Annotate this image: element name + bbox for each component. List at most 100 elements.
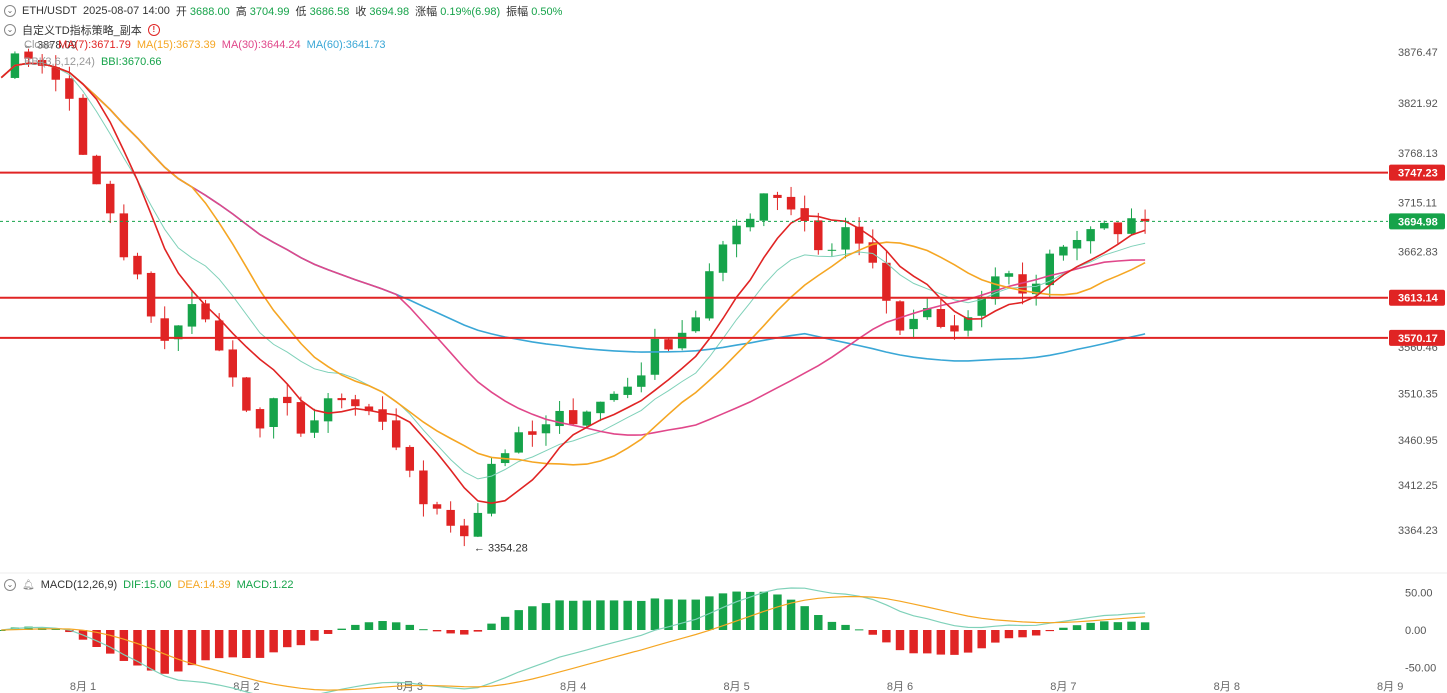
chevron-down-icon[interactable]: ⌄ (4, 5, 16, 17)
candle-body[interactable] (65, 78, 74, 99)
candle-body[interactable] (473, 512, 483, 537)
candle-body[interactable] (882, 262, 891, 301)
y-tick-label: 3412.25 (1398, 480, 1438, 492)
candle-body[interactable] (146, 272, 156, 317)
candle-body[interactable] (310, 420, 319, 433)
candle-body[interactable] (1031, 283, 1041, 295)
candle-body[interactable] (187, 304, 197, 327)
macd-y-tick-label: -50.00 (1405, 663, 1436, 675)
candle-body[interactable] (732, 225, 741, 245)
candle-body[interactable] (1113, 222, 1123, 235)
candle-body[interactable] (623, 386, 632, 395)
candle-body[interactable] (92, 155, 101, 185)
candle-body[interactable] (78, 97, 88, 155)
ma15-value: MA(15):3673.39 (136, 39, 216, 51)
candle-body[interactable] (405, 446, 415, 471)
ma15-line (0, 62, 1146, 466)
candle-body[interactable] (650, 338, 660, 375)
x-tick-label: 8月 7 (1050, 681, 1076, 693)
candle-body[interactable] (705, 271, 714, 319)
candle-body[interactable] (868, 242, 877, 263)
candle-body[interactable] (432, 504, 442, 509)
x-tick-label: 8月 8 (1214, 681, 1240, 693)
candle-body[interactable] (841, 227, 850, 250)
candle-body[interactable] (555, 410, 564, 427)
bell-icon[interactable]: 🔔︎ (22, 579, 35, 591)
candle-body[interactable] (814, 220, 823, 251)
candle-body[interactable] (391, 420, 401, 448)
candle-body[interactable] (677, 332, 687, 349)
candle-body[interactable] (1140, 218, 1150, 222)
candle-body[interactable] (1072, 239, 1082, 249)
candle-body[interactable] (228, 349, 238, 378)
candle-body[interactable] (691, 317, 700, 332)
candle-body[interactable] (351, 399, 360, 407)
candle-body[interactable] (24, 51, 33, 59)
candle-body[interactable] (487, 463, 496, 514)
candle-body[interactable] (1045, 253, 1055, 286)
candle-body[interactable] (364, 406, 374, 412)
candle-body[interactable] (528, 431, 537, 435)
strategy-label[interactable]: 自定义TD指标策略_副本 (22, 25, 142, 37)
candle-body[interactable] (51, 67, 60, 80)
candle-body[interactable] (827, 249, 837, 251)
candle-body[interactable] (419, 470, 428, 505)
candle-body[interactable] (296, 402, 306, 434)
candle-body[interactable] (1059, 246, 1068, 256)
candle-body[interactable] (637, 375, 646, 387)
candle-body[interactable] (909, 318, 918, 330)
ma7-value: MA(7):3671.79 (58, 39, 131, 51)
price-level-label: 3747.23 (1398, 168, 1438, 180)
macd-histogram-bar (691, 599, 700, 630)
candle-body[interactable] (950, 325, 959, 332)
candle-body[interactable] (718, 244, 728, 273)
candle-body[interactable] (514, 432, 523, 453)
candle-body[interactable] (936, 309, 946, 327)
candle-body[interactable] (1018, 274, 1027, 294)
candle-body[interactable] (541, 424, 551, 434)
candle-body[interactable] (923, 308, 932, 318)
candle-body[interactable] (378, 409, 387, 422)
candle-body[interactable] (745, 218, 755, 228)
warning-icon[interactable]: ! (147, 24, 160, 36)
candle-body[interactable] (269, 398, 278, 427)
candle-body[interactable] (119, 213, 129, 258)
candle-body[interactable] (1127, 218, 1136, 234)
candle-body[interactable] (786, 196, 796, 210)
candle-body[interactable] (609, 393, 619, 401)
candle-body[interactable] (773, 194, 782, 198)
candle-body[interactable] (977, 298, 986, 316)
candle-body[interactable] (323, 398, 333, 422)
candle-body[interactable] (800, 208, 809, 221)
candle-body[interactable] (337, 398, 346, 401)
candle-body[interactable] (214, 320, 224, 351)
candle-body[interactable] (1004, 273, 1014, 277)
candle-body[interactable] (568, 410, 578, 425)
candle-body[interactable] (201, 303, 210, 320)
candle-body[interactable] (664, 339, 673, 350)
candle-body[interactable] (160, 318, 169, 341)
candle-body[interactable] (242, 377, 251, 411)
candle-body[interactable] (895, 301, 905, 331)
chevron-down-icon[interactable]: ⌄ (4, 579, 16, 591)
candle-body[interactable] (460, 525, 469, 537)
candle-body[interactable] (446, 509, 455, 526)
candle-body[interactable] (255, 409, 265, 429)
candle-body[interactable] (759, 193, 769, 221)
chevron-down-icon[interactable]: ⌄ (4, 24, 16, 36)
candle-body[interactable] (582, 411, 592, 426)
candle-body[interactable] (133, 255, 142, 275)
y-tick-label: 3715.11 (1398, 198, 1437, 210)
candle-body[interactable] (106, 183, 115, 214)
macd-histogram-bar (106, 630, 115, 654)
candle-body[interactable] (174, 325, 183, 340)
candle-body[interactable] (1100, 222, 1109, 229)
candle-body[interactable] (1086, 229, 1095, 242)
candle-body[interactable] (963, 317, 973, 331)
price-level-tag (1389, 289, 1445, 306)
candle-body[interactable] (991, 276, 1000, 300)
candle-body[interactable] (854, 226, 864, 244)
candle-body[interactable] (596, 401, 605, 414)
candle-body[interactable] (283, 396, 292, 404)
